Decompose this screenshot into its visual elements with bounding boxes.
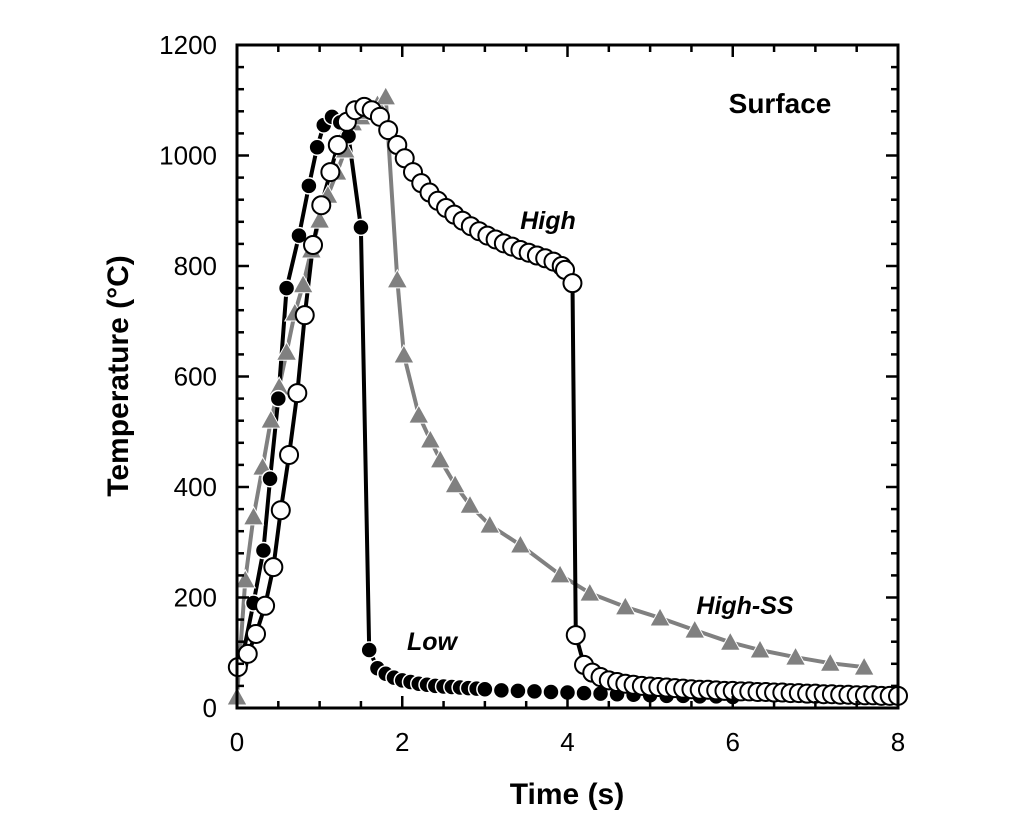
point-low [269,389,288,408]
point-high-ss [614,595,637,616]
x-tick-label: 2 [395,727,409,757]
point-high [279,444,300,465]
point-high-ss [459,494,481,514]
point-high [565,625,586,646]
annotation-surface: Surface [729,88,832,119]
point-high-ss [407,404,430,424]
point-low [308,138,326,156]
annotation-high-ss: High-SS [696,592,794,620]
point-low [575,684,593,702]
point-low [254,541,273,560]
point-high [378,120,399,141]
point-high-ss [419,429,442,449]
y-axis-label: Temperature (°C) [102,255,135,496]
x-axis-label: Time (s) [510,778,624,811]
annotation-high: High [520,207,576,235]
point-high-ss [308,209,331,229]
point-high-ss [374,85,397,106]
y-tick-label: 400 [174,472,217,502]
point-high-ss [853,656,875,676]
x-tick-label: 4 [560,727,574,757]
point-high [270,500,291,521]
series-line-high [236,104,898,698]
point-low [261,469,279,488]
point-high-ss [578,582,601,602]
point-low [509,682,527,700]
point-low [542,683,560,701]
point-high [237,643,258,664]
point-high-ss [260,409,282,429]
point-high-ss [509,533,532,554]
point-low [300,177,318,195]
point-low [290,226,308,245]
point-high [562,273,583,294]
point-high [263,557,284,578]
point-high-ss [234,568,257,589]
point-high [320,162,341,183]
y-tick-label: 600 [174,362,217,392]
point-low [352,218,370,237]
y-tick-label: 1000 [159,141,217,171]
point-high [311,195,332,216]
point-high-ss [393,343,415,364]
point-high [303,235,324,256]
point-high-ss [292,273,314,294]
x-tick-label: 8 [891,727,905,757]
y-tick-label: 200 [174,583,217,613]
point-high [327,135,348,156]
point-high-ss [549,563,571,584]
point-high-ss [784,646,807,666]
point-low [277,279,296,297]
point-high-ss [649,606,671,627]
point-high-ss [444,473,466,494]
point-high-ss [683,619,706,639]
point-low [476,680,494,698]
point-high-ss [719,631,742,651]
x-tick-label: 6 [726,727,740,757]
point-high-ss [275,341,298,361]
point-high [287,383,308,404]
point-high-ss [429,448,452,469]
y-tick-label: 800 [174,251,217,281]
annotation-low: Low [407,628,459,656]
point-high [255,595,276,616]
point-high [294,305,315,326]
y-tick-label: 1200 [159,30,217,60]
point-high-ss [386,268,409,289]
y-tick-label: 0 [203,693,217,723]
point-high-ss [749,638,771,659]
point-high-ss [242,505,265,526]
point-high-ss [819,652,842,672]
point-low [360,641,378,659]
point-low [492,681,511,700]
point-high-ss [478,514,501,534]
point-low [525,682,544,701]
point-high [246,623,267,644]
x-tick-label: 0 [230,727,244,757]
